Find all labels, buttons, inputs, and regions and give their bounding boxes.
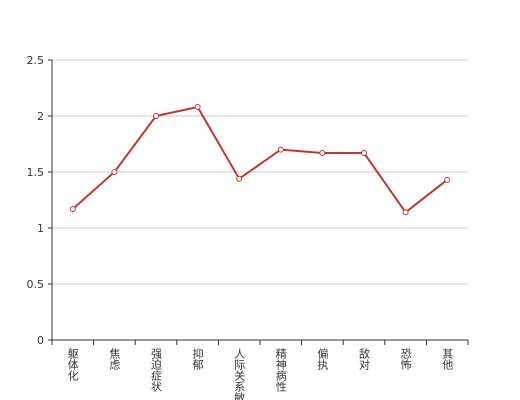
point: [361, 149, 367, 156]
point: [277, 146, 284, 153]
x-tick-label: 精神病性: [274, 348, 287, 393]
line: [72, 105, 448, 214]
point: [153, 113, 159, 119]
y-tick-label: 2: [37, 110, 44, 123]
x-tick-label: 偏执: [316, 347, 329, 371]
point: [236, 175, 243, 182]
x-tick-label: 恐怖: [399, 348, 412, 370]
y-tick-label: 0: [37, 334, 44, 347]
x-tick-label: 抑郁: [191, 347, 204, 370]
x-tick-label: 敌对: [358, 347, 371, 370]
x-tick-label: 其他: [441, 348, 454, 370]
y-tick-label: 1.5: [27, 166, 45, 179]
x-tick-label: 焦虑: [108, 348, 121, 370]
point: [444, 176, 451, 183]
y-tick-label: 1: [37, 222, 44, 235]
x-tick-label: 人际关系敏感: [233, 348, 246, 400]
y-tick-label: 2.5: [27, 54, 45, 67]
point: [69, 205, 76, 212]
point: [111, 169, 118, 175]
point: [194, 104, 201, 111]
x-tick-label: 躯体化: [66, 348, 79, 382]
y-tick-label: 0.5: [27, 278, 45, 291]
point: [319, 149, 326, 156]
x-tick-label: 强迫症状: [150, 348, 163, 392]
point: [402, 209, 409, 216]
